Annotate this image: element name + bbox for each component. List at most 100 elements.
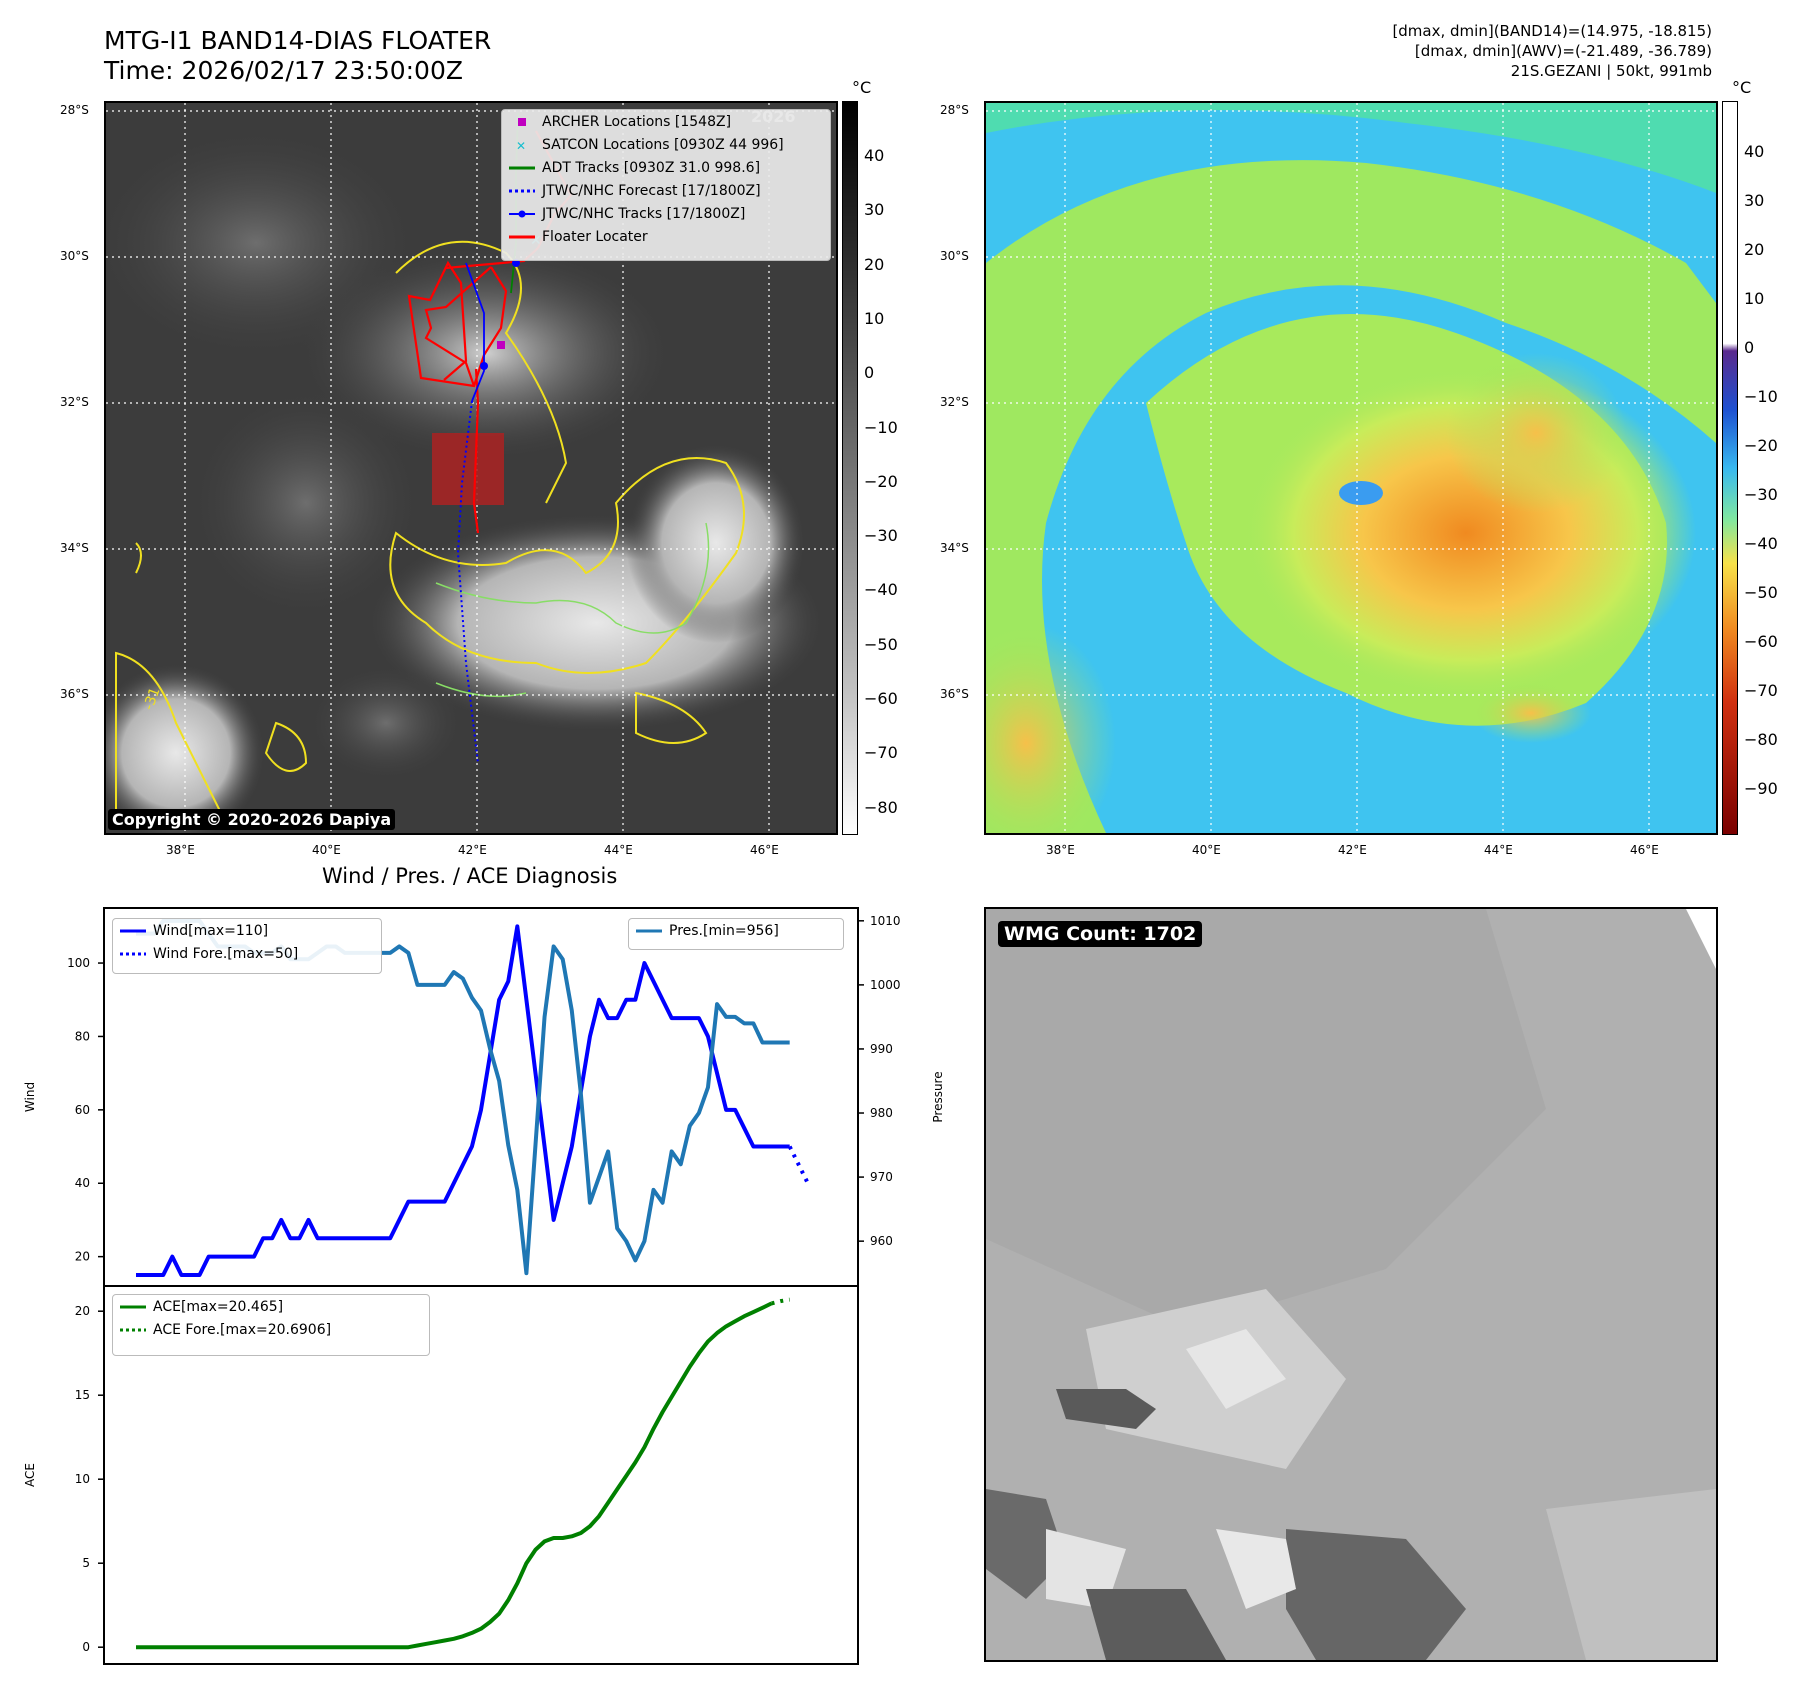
- legend-symbol-icon: [502, 162, 542, 174]
- y-axis-label: Wind: [23, 1082, 37, 1112]
- lon-label: 42°E: [1338, 843, 1367, 857]
- series-line: [787, 1145, 810, 1185]
- legend-symbol-icon: [502, 116, 542, 128]
- legend-entry: Pres.[min=956]: [629, 919, 843, 942]
- ir-colorbar-unit: °C: [852, 78, 872, 97]
- legend-entry: Floater Locater: [502, 225, 830, 248]
- lat-label: 34°S: [60, 541, 89, 555]
- legend-label: JTWC/NHC Forecast [17/1800Z]: [542, 182, 761, 199]
- legend-symbol-icon: [113, 948, 153, 960]
- colorbar-tick: 40: [1744, 142, 1765, 161]
- y-tick-label: 5: [82, 1556, 90, 1570]
- colorbar-tick: −40: [864, 580, 898, 600]
- legend-entry: JTWC/NHC Forecast [17/1800Z]: [502, 179, 830, 202]
- colorbar-tick: 30: [864, 200, 885, 220]
- info-band14-range: [dmax, dmin](BAND14)=(14.975, -18.815): [1392, 22, 1712, 40]
- y-right-tick-label: 1000: [870, 978, 901, 992]
- legend-entry: JTWC/NHC Tracks [17/1800Z]: [502, 202, 830, 225]
- y-right-axis-label: Pressure: [931, 1071, 945, 1122]
- figure-title: MTG-I1 BAND14-DIAS FLOATER: [104, 26, 492, 55]
- ir-legend: ARCHER Locations [1548Z] ✕ SATCON Location…: [501, 109, 831, 261]
- legend-label: Wind Fore.[max=50]: [153, 945, 299, 962]
- lat-label: 36°S: [940, 687, 969, 701]
- lon-label: 38°E: [166, 843, 195, 857]
- y-right-tick-label: 970: [870, 1170, 893, 1184]
- legend-label: Wind[max=110]: [153, 922, 269, 939]
- wmg-imagery: [986, 909, 1716, 1660]
- colorbar-tick: 20: [1744, 240, 1765, 259]
- legend-rows: Wind[max=110] Wind Fore.[max=50]: [113, 919, 381, 965]
- colorbar-tick: −20: [1744, 436, 1778, 455]
- y-tick-label: 60: [75, 1103, 90, 1117]
- legend-entry: ADT Tracks [0930Z 31.0 998.6]: [502, 156, 830, 179]
- legend-label: ARCHER Locations [1548Z]: [542, 113, 732, 130]
- legend-entry: Wind Fore.[max=50]: [113, 942, 381, 965]
- legend-symbol-icon: [502, 185, 542, 197]
- colorbar-tick: −70: [1744, 681, 1778, 700]
- lon-label: 42°E: [458, 843, 487, 857]
- legend-rows: ARCHER Locations [1548Z] ✕ SATCON Location…: [502, 110, 830, 248]
- y-tick-label: 20: [75, 1304, 90, 1318]
- lat-label: 28°S: [60, 103, 89, 117]
- lon-label: 40°E: [312, 843, 341, 857]
- y-tick-label: 100: [67, 956, 90, 970]
- info-storm: 21S.GEZANI | 50kt, 991mb: [1510, 62, 1712, 80]
- lon-label: 44°E: [1484, 843, 1513, 857]
- colorbar-tick: 40: [864, 146, 885, 165]
- lat-label: 30°S: [940, 249, 969, 263]
- legend-rows: ACE[max=20.465] ACE Fore.[max=20.6906]: [113, 1295, 429, 1341]
- y-right-tick-label: 990: [870, 1042, 893, 1056]
- y-right-tick-label: 1010: [870, 914, 901, 928]
- colorbar-tick: −50: [1744, 583, 1778, 602]
- colorbar-tick: −10: [1744, 387, 1778, 406]
- legend-label: SATCON Locations [0930Z 44 996]: [542, 136, 784, 153]
- lat-label: 30°S: [60, 249, 89, 263]
- colorbar-tick: −90: [1744, 779, 1778, 798]
- lat-label: 32°S: [60, 395, 89, 409]
- wv-imagery: [986, 103, 1716, 833]
- lon-label: 38°E: [1046, 843, 1075, 857]
- legend-symbol-icon: [502, 208, 542, 220]
- diagnosis-chart: 20 40 60 80 100 Wind 960 970 980 990 1000 1010 Press…: [23, 907, 945, 1665]
- legend-label: Pres.[min=956]: [669, 922, 779, 939]
- ace-legend: ACE[max=20.465] ACE Fore.[max=20.6906]: [112, 1294, 430, 1356]
- legend-symbol-icon: [502, 231, 542, 243]
- lon-label: 44°E: [604, 843, 633, 857]
- colorbar-tick: −30: [1744, 485, 1778, 504]
- y-right-tick-label: 960: [870, 1234, 893, 1248]
- colorbar-tick: 10: [1744, 289, 1765, 308]
- colorbar-tick: 0: [864, 363, 875, 383]
- series-line: [771, 1297, 791, 1306]
- legend-label: Floater Locater: [542, 228, 648, 245]
- legend-entry: ARCHER Locations [1548Z]: [502, 110, 830, 133]
- copyright-badge: Copyright © 2020-2026 Dapiya: [108, 809, 396, 830]
- y-tick-label: 0: [82, 1640, 90, 1654]
- legend-symbol-icon: [629, 925, 669, 937]
- colorbar-tick: −20: [864, 471, 898, 491]
- y-tick-label: 80: [75, 1029, 90, 1043]
- y-tick-label: 20: [75, 1250, 90, 1264]
- wmg-count-badge: WMG Count: 1702: [998, 921, 1203, 947]
- colorbar-tick: −60: [1744, 632, 1778, 651]
- ir-colorbar: [842, 101, 858, 835]
- legend-label: JTWC/NHC Tracks [17/1800Z]: [542, 205, 746, 222]
- pressure-legend: Pres.[min=956]: [628, 918, 844, 950]
- y-tick-label: 40: [75, 1176, 90, 1190]
- wv-colorbar-unit: °C: [1732, 78, 1752, 97]
- wmg-panel: WMG Count: 1702: [984, 907, 1718, 1662]
- lon-label: 46°E: [750, 843, 779, 857]
- colorbar-tick: 10: [864, 308, 885, 328]
- y-right-tick-label: 980: [870, 1106, 893, 1120]
- figure-time: Time: 2026/02/17 23:50:00Z: [104, 56, 463, 85]
- colorbar-tick: −30: [864, 526, 898, 546]
- ir-satellite-map: ✕ -31 Copyright © 2020-2026 Dapiya 2026 …: [104, 101, 838, 835]
- wv-satellite-map: [984, 101, 1718, 835]
- legend-rows: Pres.[min=956]: [629, 919, 843, 942]
- diagnosis-title: Wind / Pres. / ACE Diagnosis: [322, 864, 618, 888]
- wv-colorbar: [1722, 101, 1738, 835]
- colorbar-tick: −50: [864, 634, 898, 654]
- legend-symbol-icon: ✕: [502, 139, 542, 151]
- colorbar-tick: 0: [1744, 338, 1755, 357]
- legend-entry: Wind[max=110]: [113, 919, 381, 942]
- legend-entry: ✕ SATCON Locations [0930Z 44 996]: [502, 133, 830, 156]
